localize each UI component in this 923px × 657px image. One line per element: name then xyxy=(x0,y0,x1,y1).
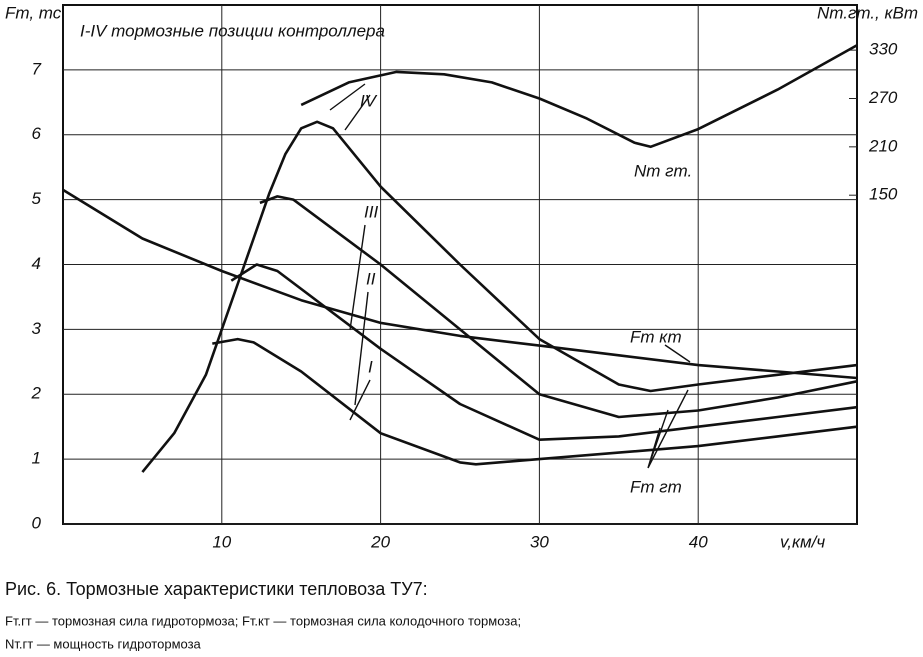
y-tick-label: 7 xyxy=(32,59,42,78)
x-tick-label: 40 xyxy=(689,532,708,551)
y-tick-label: 5 xyxy=(32,189,42,208)
y-tick-label: 6 xyxy=(32,124,42,143)
line-series xyxy=(230,263,858,441)
caption-line: Fт.гт — тормозная сила гидротормоза; Fт.… xyxy=(5,613,521,628)
curve-label: Fт кт xyxy=(630,327,682,346)
y-tick-label: 0 xyxy=(32,513,42,532)
leader xyxy=(647,389,689,469)
y2-tick-label: 150 xyxy=(869,185,898,204)
y2-tick-label: 210 xyxy=(868,136,898,155)
leader xyxy=(664,344,691,363)
line-series xyxy=(300,44,858,149)
line-series xyxy=(212,337,858,466)
y-tick-label: 3 xyxy=(32,319,42,338)
curve-label: Fт гт xyxy=(630,477,682,496)
y2-axis-label: Nт.гт., кВт xyxy=(817,3,918,22)
curve-label: I xyxy=(368,357,373,376)
x-axis-label: v,км/ч xyxy=(780,532,825,551)
curve-label: Nт гт. xyxy=(634,161,692,180)
caption-title: Рис. 6. Тормозные характеристики теплово… xyxy=(5,579,428,599)
y-axis-label: Fт, тс xyxy=(5,3,62,22)
leader xyxy=(329,83,371,131)
x-tick-label: 30 xyxy=(530,532,549,551)
x-tick-label: 10 xyxy=(212,532,231,551)
caption-line: Nт.гт — мощность гидротормоза xyxy=(5,636,202,651)
line-series xyxy=(259,195,858,419)
y-tick-label: 2 xyxy=(31,384,42,403)
curve-label: III xyxy=(364,202,378,221)
y-tick-label: 4 xyxy=(32,254,41,273)
curve-label: II xyxy=(366,269,376,288)
y2-tick-label: 330 xyxy=(869,40,898,59)
y-tick-label: 1 xyxy=(32,449,41,468)
y2-tick-label: 270 xyxy=(868,88,898,107)
annotation: I-IV тормозные позиции контроллера xyxy=(80,21,385,40)
line-series xyxy=(62,188,858,380)
curve-label: IV xyxy=(360,91,378,110)
x-tick-label: 20 xyxy=(370,532,390,551)
line-series xyxy=(141,120,858,473)
